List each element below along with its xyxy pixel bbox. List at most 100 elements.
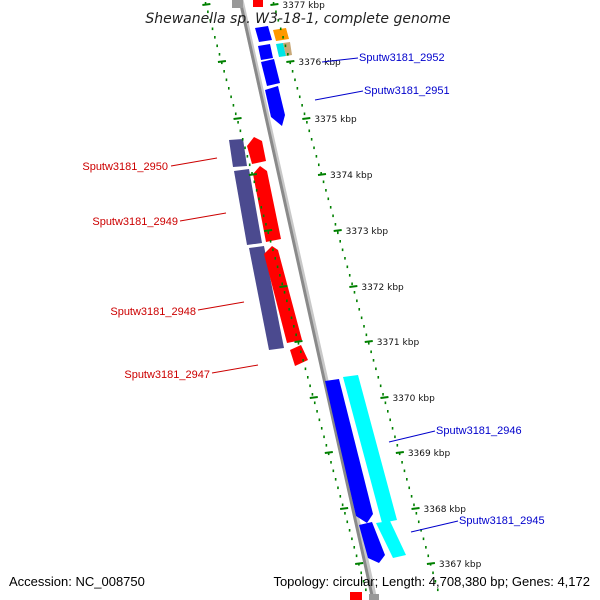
right-track-dot (365, 333, 368, 337)
left-track-dot (209, 19, 211, 22)
gene-cyan-2945 (376, 521, 406, 558)
left-track-dot (262, 214, 265, 218)
left-track-dot (267, 231, 270, 235)
gene-blue-small-1 (255, 26, 272, 42)
right-track-dot (337, 231, 339, 235)
right-major-tick (302, 117, 311, 120)
left-track-dot (290, 316, 293, 320)
leader-2949 (179, 212, 227, 222)
gene-blue-small-2 (258, 44, 273, 60)
right-track-dot (389, 418, 391, 422)
left-track-dot (304, 367, 307, 371)
label-sputw3181-2948: Sputw3181_2948 (110, 306, 196, 318)
left-track-dot (204, 2, 207, 5)
left-track-dot (253, 180, 256, 184)
right-track-dot (396, 444, 399, 447)
gene-sputw3181-2945 (359, 522, 385, 563)
right-major-tick (395, 451, 404, 454)
left-track-dot (230, 95, 232, 99)
right-track-dot (434, 580, 437, 583)
right-major-tick (349, 285, 358, 288)
right-track-dot (427, 554, 430, 558)
tick-label: 3370 kbp (392, 394, 435, 404)
tick-label: 3372 kbp (361, 283, 404, 293)
left-track-dot (265, 223, 267, 226)
left-track-dot (316, 410, 318, 413)
right-tick-track (270, 2, 439, 592)
left-track-dot (246, 155, 249, 158)
right-track-dot (425, 546, 427, 549)
left-track-dot (274, 257, 277, 260)
left-track-dot (295, 333, 297, 337)
backbone-line (238, 0, 375, 600)
leader-2952 (321, 57, 359, 63)
right-track-dot (372, 359, 375, 362)
right-track-dot (406, 478, 408, 481)
left-track-dot (255, 189, 258, 192)
tick-label: 3374 kbp (330, 171, 373, 181)
right-track-dot (370, 350, 372, 354)
right-track-dot (351, 282, 353, 286)
left-track-dot (223, 70, 225, 73)
left-track-dot (346, 520, 349, 524)
right-track-dot (415, 512, 418, 515)
right-track-dot (296, 87, 299, 90)
left-major-tick (340, 507, 349, 510)
right-track-dot (339, 240, 341, 243)
left-major-tick (233, 117, 242, 120)
left-track-dot (227, 87, 230, 90)
gene-sputw3181-2947 (290, 345, 308, 366)
right-track-dot (303, 112, 306, 116)
right-major-tick (380, 396, 389, 399)
left-track-dot (365, 588, 367, 592)
left-track-dot (225, 78, 228, 82)
right-track-dot (394, 435, 396, 439)
left-track-dot (237, 121, 239, 124)
left-major-tick (324, 451, 333, 454)
right-track-dot (344, 257, 346, 260)
label-sputw3181-2951: Sputw3181_2951 (364, 85, 450, 97)
right-track-dot (277, 19, 280, 22)
right-track-dot (325, 189, 327, 192)
left-track-dot (353, 546, 356, 549)
right-track-dot (308, 129, 311, 133)
right-track-dot (322, 180, 325, 184)
left-track-dot (269, 240, 272, 243)
tick-label: 3368 kbp (424, 505, 467, 515)
right-track-dot (367, 342, 370, 345)
right-major-tick (364, 340, 373, 343)
left-track-dot (286, 299, 288, 303)
right-track-dot (353, 291, 356, 294)
right-track-dot (358, 308, 361, 311)
left-track-dot (221, 61, 223, 65)
left-track-dot (283, 291, 286, 294)
right-major-tick (317, 173, 327, 176)
right-track-dot (315, 155, 318, 158)
tick-label: 3373 kbp (346, 227, 389, 237)
right-track-dot (289, 61, 292, 65)
tick-label: 3377 kbp (282, 1, 325, 11)
left-track-dot (318, 418, 321, 422)
left-track-dot (251, 172, 253, 175)
left-track-dot (279, 274, 281, 277)
left-track-dot (207, 10, 209, 14)
leader-2946 (388, 430, 436, 443)
right-track-dot (298, 95, 301, 99)
tick-labels: 3377 kbp 3376 kbp 3375 kbp 3374 kbp 3373 kbp… (282, 1, 481, 570)
label-sputw3181-2946: Sputw3181_2946 (436, 425, 522, 437)
right-track-dot (403, 469, 406, 473)
right-track-dot (377, 376, 380, 379)
left-track-dot (216, 44, 218, 48)
left-track-dot (341, 503, 344, 507)
left-track-dot (313, 401, 316, 405)
gene-sputw3181-2952 (261, 59, 280, 86)
right-track-dot (375, 367, 377, 371)
right-track-dot (382, 393, 384, 396)
left-track-dot (360, 571, 363, 575)
left-track-dot (332, 469, 335, 473)
left-track-dot (239, 129, 242, 133)
right-track-dot (313, 146, 315, 150)
gene-sputw3181-2946 (325, 379, 373, 523)
right-track-dot (363, 325, 365, 328)
label-sputw3181-2949: Sputw3181_2949 (92, 216, 178, 228)
